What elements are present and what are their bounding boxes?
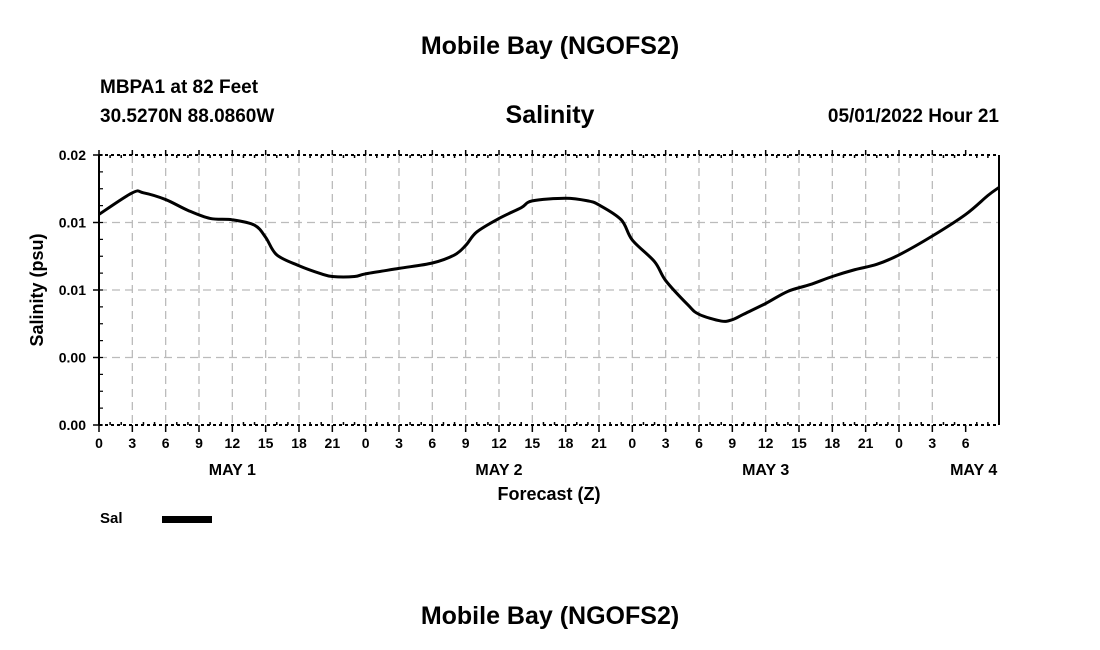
x-tick-label: 3: [395, 435, 403, 451]
day-label: MAY 4: [950, 462, 997, 479]
x-tick-label: 6: [695, 435, 703, 451]
x-tick-label: 18: [558, 435, 574, 451]
x-tick-label: 12: [758, 435, 774, 451]
day-label: MAY 1: [209, 462, 256, 479]
x-tick-label: 15: [258, 435, 274, 451]
x-tick-label: 18: [291, 435, 307, 451]
x-tick-label: 0: [895, 435, 903, 451]
x-tick-label: 21: [858, 435, 874, 451]
legend-label: Sal: [100, 510, 123, 527]
y-tick-label: 0.02: [59, 147, 86, 163]
x-axis-label: Forecast (Z): [497, 484, 600, 504]
forecast-datetime: 05/01/2022 Hour 21: [827, 106, 999, 127]
x-tick-label: 9: [195, 435, 203, 451]
x-tick-label: 0: [362, 435, 370, 451]
x-tick-label: 12: [225, 435, 241, 451]
x-tick-label: 15: [791, 435, 807, 451]
y-tick-label: 0.00: [59, 350, 86, 366]
day-label: MAY 2: [475, 462, 522, 479]
x-tick-label: 3: [128, 435, 136, 451]
station-coordinates: 30.5270N 88.0860W: [100, 106, 275, 127]
x-tick-label: 6: [428, 435, 436, 451]
x-tick-label: 15: [525, 435, 541, 451]
legend-swatch: [162, 516, 212, 523]
x-tick-label: 6: [962, 435, 970, 451]
y-tick-label: 0.00: [59, 417, 86, 433]
series-line-sal: [98, 186, 1000, 323]
x-tick-label: 3: [928, 435, 936, 451]
footer-title: Mobile Bay (NGOFS2): [420, 602, 680, 630]
variable-title: Salinity: [505, 101, 595, 129]
station-label: MBPA1 at 82 Feet: [100, 77, 259, 98]
y-axis-label: Salinity (psu): [27, 233, 47, 346]
x-tick-label: 9: [462, 435, 470, 451]
x-tick-label: 3: [662, 435, 670, 451]
x-tick-label: 21: [325, 435, 341, 451]
y-tick-label: 0.01: [59, 215, 86, 231]
x-tick-label: 9: [728, 435, 736, 451]
x-tick-label: 18: [825, 435, 841, 451]
x-tick-label: 12: [491, 435, 507, 451]
y-tick-label: 0.01: [59, 282, 86, 298]
chart-title: Mobile Bay (NGOFS2): [420, 32, 680, 60]
x-tick-label: 0: [95, 435, 103, 451]
x-tick-label: 21: [591, 435, 607, 451]
day-label: MAY 3: [742, 462, 789, 479]
x-tick-label: 6: [162, 435, 170, 451]
x-tick-label: 0: [628, 435, 636, 451]
